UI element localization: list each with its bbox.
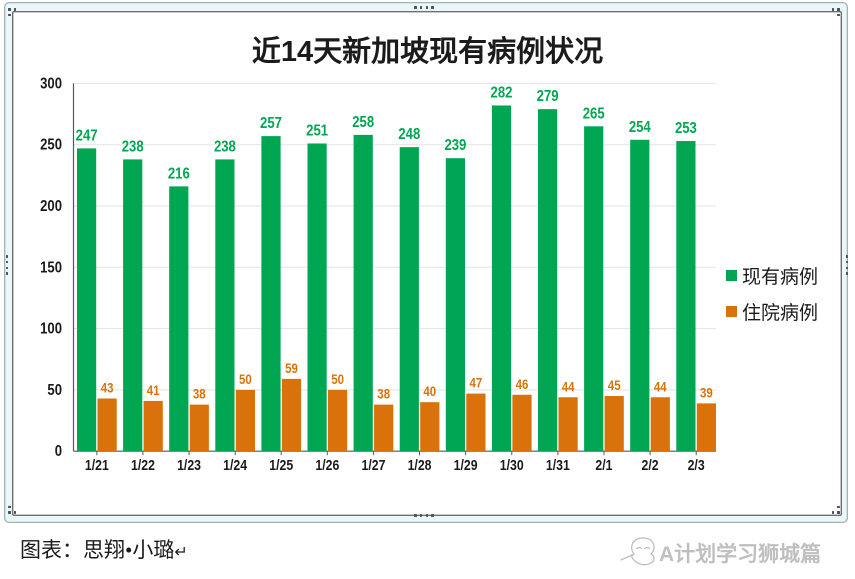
svg-text:44: 44 <box>562 378 576 394</box>
svg-text:50: 50 <box>239 371 252 387</box>
svg-text:1/25: 1/25 <box>269 457 293 473</box>
svg-text:1/28: 1/28 <box>408 457 432 473</box>
svg-text:2/2: 2/2 <box>641 457 658 473</box>
svg-text:254: 254 <box>629 119 652 136</box>
svg-text:279: 279 <box>537 88 559 105</box>
svg-text:1/30: 1/30 <box>500 457 524 473</box>
svg-text:257: 257 <box>260 115 282 132</box>
svg-text:45: 45 <box>608 377 621 393</box>
svg-text:248: 248 <box>398 126 420 143</box>
svg-text:238: 238 <box>214 138 236 155</box>
svg-text:38: 38 <box>193 385 206 401</box>
svg-text:1/24: 1/24 <box>223 457 247 473</box>
svg-text:44: 44 <box>654 378 668 394</box>
svg-text:250: 250 <box>40 137 62 154</box>
svg-text:41: 41 <box>147 382 160 398</box>
svg-text:1/27: 1/27 <box>361 457 385 473</box>
svg-text:1/26: 1/26 <box>315 457 339 473</box>
svg-text:150: 150 <box>40 259 62 276</box>
svg-text:46: 46 <box>516 376 529 392</box>
svg-text:100: 100 <box>40 320 62 337</box>
svg-text:2/3: 2/3 <box>688 457 705 473</box>
svg-text:0: 0 <box>55 443 62 460</box>
svg-text:59: 59 <box>285 360 298 376</box>
svg-text:50: 50 <box>47 382 62 399</box>
svg-text:1/31: 1/31 <box>546 457 570 473</box>
svg-text:247: 247 <box>76 127 98 144</box>
svg-text:238: 238 <box>122 138 144 155</box>
svg-text:200: 200 <box>40 198 62 215</box>
svg-text:216: 216 <box>168 165 190 182</box>
svg-text:2/1: 2/1 <box>595 457 612 473</box>
svg-text:1/23: 1/23 <box>177 457 201 473</box>
svg-text:1/21: 1/21 <box>85 457 109 473</box>
svg-text:251: 251 <box>306 122 328 139</box>
svg-text:239: 239 <box>444 137 466 154</box>
svg-text:50: 50 <box>331 371 344 387</box>
svg-text:1/29: 1/29 <box>454 457 478 473</box>
svg-text:282: 282 <box>491 84 513 101</box>
svg-text:253: 253 <box>675 120 697 137</box>
svg-text:40: 40 <box>423 383 436 399</box>
svg-text:47: 47 <box>470 374 483 390</box>
svg-text:38: 38 <box>377 385 390 401</box>
svg-text:43: 43 <box>101 379 114 395</box>
svg-text:265: 265 <box>583 105 605 122</box>
svg-text:39: 39 <box>700 384 713 400</box>
svg-text:258: 258 <box>352 114 374 131</box>
svg-text:1/22: 1/22 <box>131 457 155 473</box>
svg-text:300: 300 <box>40 75 62 92</box>
